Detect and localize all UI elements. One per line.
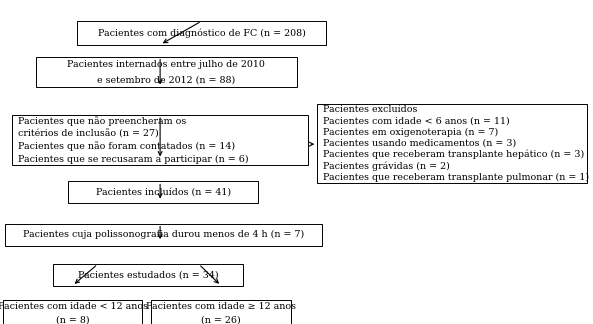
Text: Pacientes estudados (n = 34): Pacientes estudados (n = 34) (78, 271, 219, 280)
Text: Pacientes que não foram contatados (n = 14): Pacientes que não foram contatados (n = … (18, 142, 235, 151)
Text: Pacientes excluídos: Pacientes excluídos (323, 105, 417, 114)
Text: Pacientes com idade ≥ 12 anos: Pacientes com idade ≥ 12 anos (146, 302, 296, 311)
Text: Pacientes com idade < 6 anos (n = 11): Pacientes com idade < 6 anos (n = 11) (323, 116, 510, 125)
FancyBboxPatch shape (151, 300, 291, 324)
Text: (n = 26): (n = 26) (201, 315, 241, 324)
FancyBboxPatch shape (317, 104, 587, 183)
FancyBboxPatch shape (53, 264, 243, 286)
Text: Pacientes usando medicamentos (n = 3): Pacientes usando medicamentos (n = 3) (323, 139, 517, 148)
FancyBboxPatch shape (5, 224, 322, 246)
FancyBboxPatch shape (36, 57, 296, 87)
Text: (n = 8): (n = 8) (56, 315, 90, 324)
Text: Pacientes internados entre julho de 2010: Pacientes internados entre julho de 2010 (67, 60, 265, 69)
Text: Pacientes que receberam transplante hepático (n = 3): Pacientes que receberam transplante hepá… (323, 150, 585, 159)
Text: Pacientes em oxigenoterapia (n = 7): Pacientes em oxigenoterapia (n = 7) (323, 127, 499, 137)
Text: critérios de inclusão (n = 27): critérios de inclusão (n = 27) (18, 129, 158, 138)
Text: Pacientes que receberam transplante pulmonar (n = 1): Pacientes que receberam transplante pulm… (323, 173, 589, 182)
Text: Pacientes com idade < 12 anos: Pacientes com idade < 12 anos (0, 302, 148, 311)
Text: Pacientes cuja polissonografia durou menos de 4 h (n = 7): Pacientes cuja polissonografia durou men… (23, 230, 304, 239)
FancyBboxPatch shape (68, 181, 258, 203)
Text: Pacientes incluídos (n = 41): Pacientes incluídos (n = 41) (95, 188, 231, 197)
Text: Pacientes que não preencheram os: Pacientes que não preencheram os (18, 116, 186, 126)
Text: Pacientes que se recusaram a participar (n = 6): Pacientes que se recusaram a participar … (18, 155, 248, 164)
Text: e setembro de 2012 (n = 88): e setembro de 2012 (n = 88) (97, 75, 235, 84)
Text: Pacientes com diagnóstico de FC (n = 208): Pacientes com diagnóstico de FC (n = 208… (98, 29, 305, 38)
FancyBboxPatch shape (77, 21, 326, 45)
FancyBboxPatch shape (12, 115, 308, 165)
Text: Pacientes grávidas (n = 2): Pacientes grávidas (n = 2) (323, 161, 450, 171)
FancyBboxPatch shape (3, 300, 142, 324)
